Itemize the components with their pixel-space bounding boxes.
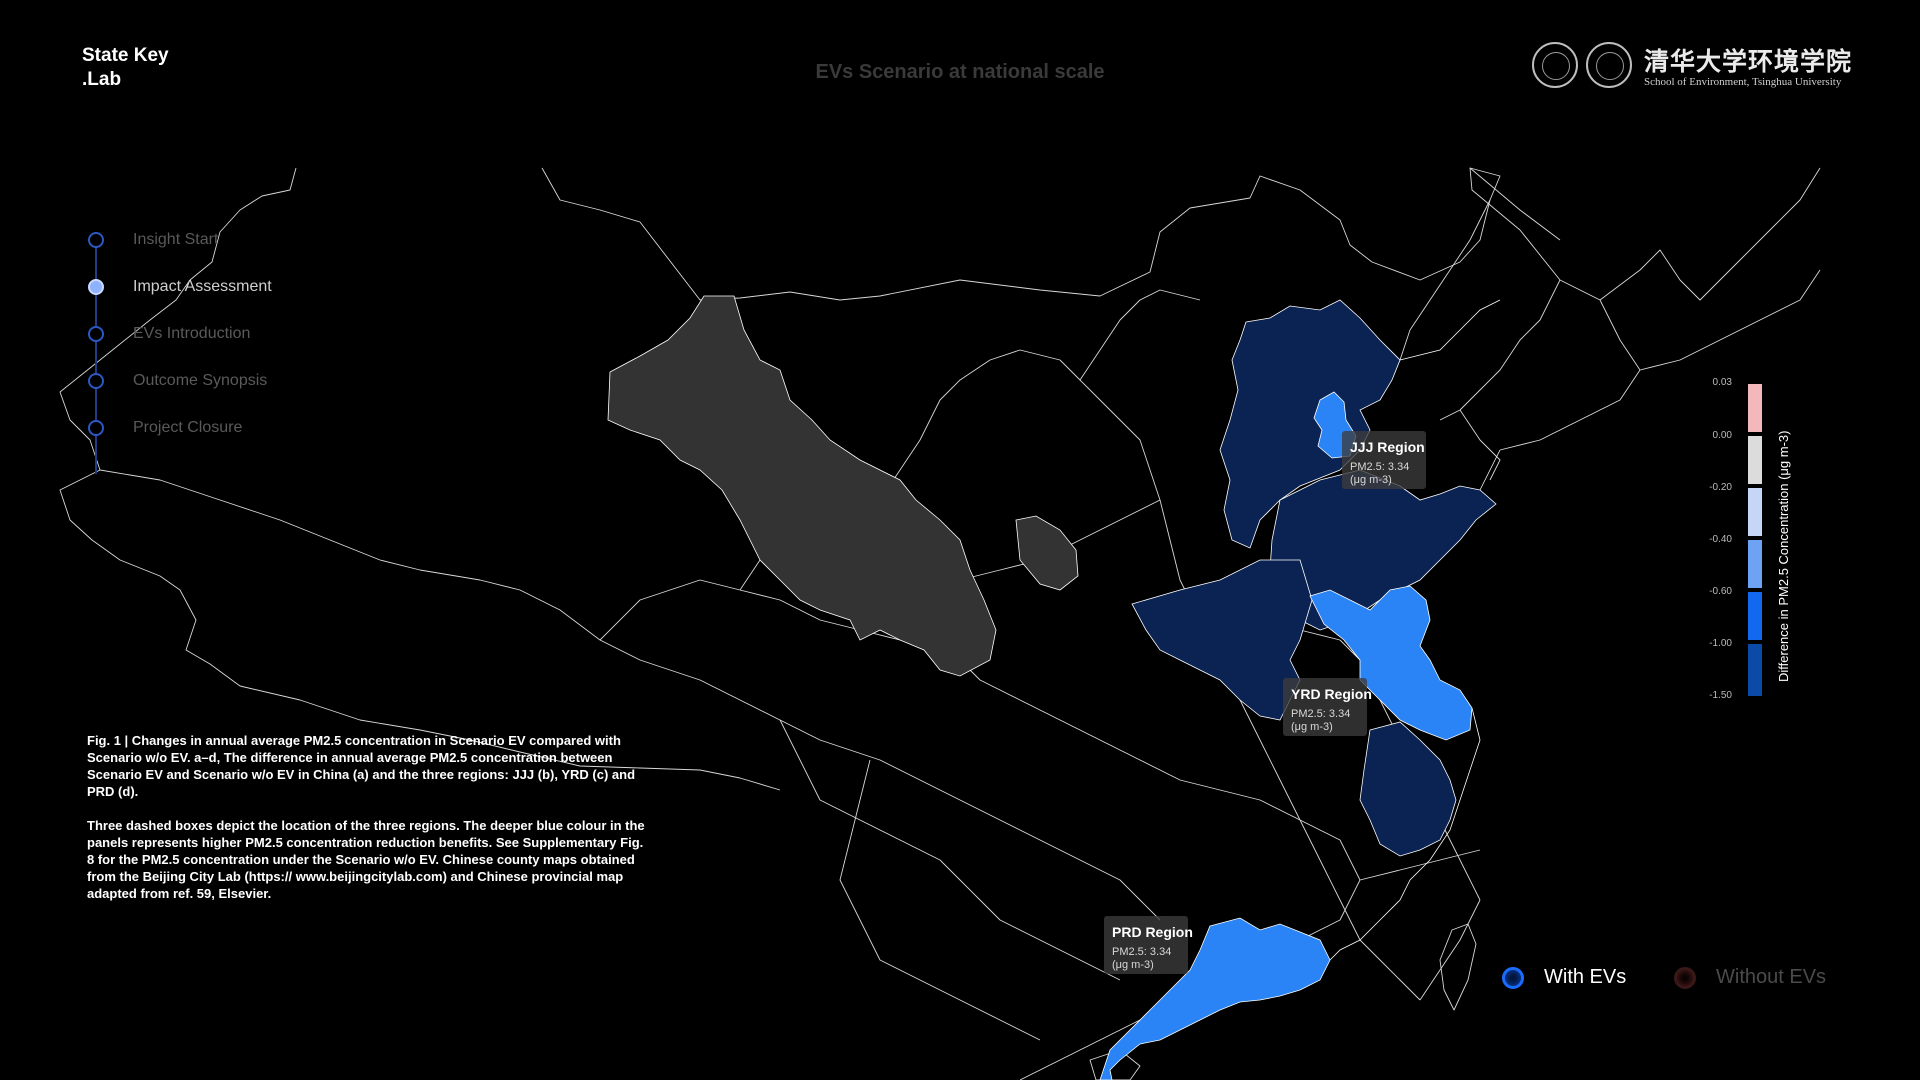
yrd-region-tooltip[interactable]: YRD Region PM2.5: 3.34 (μg m-3) — [1283, 678, 1372, 736]
legend-without-evs-label: Without EVs — [1716, 966, 1827, 988]
colorbar-tick: -0.20 — [1709, 482, 1732, 493]
nav-item-label: Impact Assessment — [133, 278, 272, 295]
page-title: EVs Scenario at national scale — [815, 61, 1105, 83]
colorbar-tick: 0.03 — [1712, 377, 1732, 388]
caption-paragraph-2: Three dashed boxes depict the location o… — [87, 818, 645, 901]
gray-provinces — [607, 295, 1079, 677]
brand-line-1: State Key — [82, 45, 169, 66]
nav-item-project-closure[interactable]: Project Closure — [86, 418, 346, 438]
region-title: YRD Region — [1291, 686, 1372, 702]
legend-with-evs[interactable]: With EVs — [1502, 966, 1626, 989]
colorbar-tick: 0.00 — [1712, 430, 1732, 441]
region-title: PRD Region — [1112, 924, 1193, 940]
nav-dot-icon — [88, 420, 104, 436]
nav-item-impact-assessment[interactable]: Impact Assessment — [86, 277, 346, 297]
colorbar-segment — [1748, 644, 1762, 696]
nav-item-label: Outcome Synopsis — [133, 372, 268, 389]
colorbar-segment — [1748, 384, 1762, 432]
nav-item-label: Project Closure — [133, 419, 243, 436]
colorbar-tick: -1.00 — [1709, 638, 1732, 649]
nav-item-evs-introduction[interactable]: EVs Introduction — [86, 324, 346, 344]
prd-region-tooltip[interactable]: PRD Region PM2.5: 3.34 (μg m-3) — [1104, 916, 1193, 974]
university-name-en: School of Environment, Tsinghua Universi… — [1644, 76, 1842, 88]
nav-dot-icon — [88, 373, 104, 389]
university-logo: 清华大学环境学院 School of Environment, Tsinghua… — [1532, 40, 1852, 94]
nav-item-label: EVs Introduction — [133, 325, 251, 342]
colorbar-segment — [1748, 540, 1762, 588]
brand-logo: State Key .Lab — [82, 44, 169, 92]
nav-dot-icon — [88, 232, 104, 248]
legend-with-evs-label: With EVs — [1544, 966, 1627, 988]
legend-without-evs[interactable]: Without EVs — [1674, 966, 1826, 989]
jjj-region-tooltip[interactable]: JJJ Region PM2.5: 3.34 (μg m-3) — [1342, 431, 1426, 489]
region-value: PM2.5: 3.34 (μg m-3) — [1112, 946, 1172, 971]
legend-without-evs-icon — [1674, 966, 1696, 989]
brand-line-2: .Lab — [82, 69, 122, 90]
region-title: JJJ Region — [1350, 439, 1425, 455]
colorbar-tick: -1.50 — [1709, 690, 1732, 701]
nav-item-insight-start[interactable]: Insight Start — [86, 230, 346, 250]
legend-with-evs-icon — [1502, 966, 1524, 989]
colorbar-segment — [1748, 592, 1762, 640]
colorbar-tick: -0.60 — [1709, 586, 1732, 597]
school-emblem-icon — [1586, 42, 1632, 88]
colorbar-tick: -0.40 — [1709, 534, 1732, 545]
university-name-cn: 清华大学环境学院 — [1644, 47, 1853, 76]
nav-item-label: Insight Start — [133, 231, 219, 248]
nav-dot-icon — [88, 279, 104, 295]
colorbar-segment — [1748, 436, 1762, 484]
figure-caption: Fig. 1 | Changes in annual average PM2.5… — [87, 732, 647, 919]
nav-item-outcome-synopsis[interactable]: Outcome Synopsis — [86, 371, 346, 391]
coastline — [1329, 299, 1501, 961]
university-seal-icon — [1532, 42, 1578, 88]
nav-dot-icon — [88, 326, 104, 342]
colorbar-title: Difference in PM2.5 Concentration (μg m-… — [1776, 430, 1791, 682]
region-value: PM2.5: 3.34 (μg m-3) — [1291, 708, 1351, 733]
deep-blue-provinces — [1131, 299, 1497, 857]
region-value: PM2.5: 3.34 (μg m-3) — [1350, 461, 1410, 486]
colorbar-segment — [1748, 488, 1762, 536]
caption-paragraph-1: Fig. 1 | Changes in annual average PM2.5… — [87, 733, 636, 799]
nav-timeline-line — [95, 234, 97, 474]
